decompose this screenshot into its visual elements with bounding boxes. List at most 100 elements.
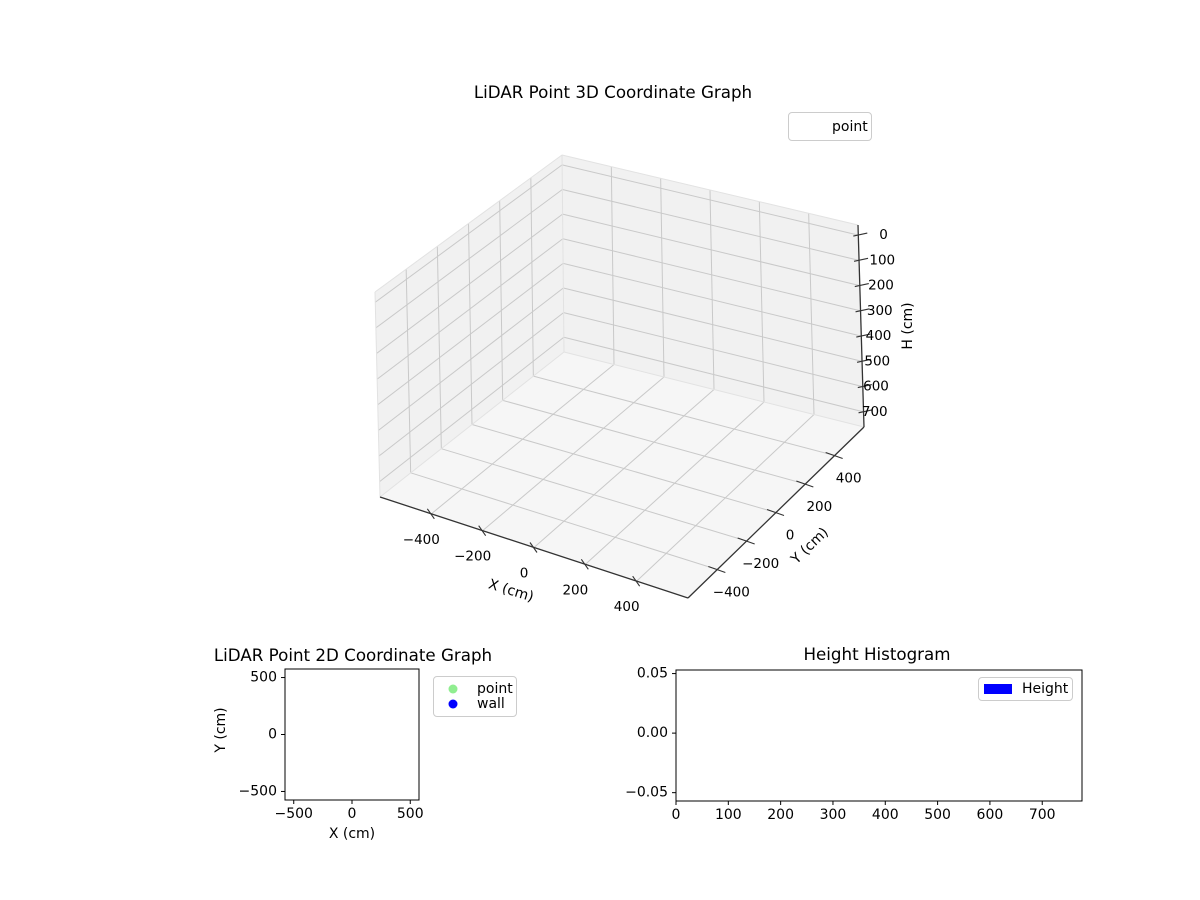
plot3d-grid-line xyxy=(378,287,564,431)
plot3d-z-tick-label: 500 xyxy=(864,353,890,369)
height-patch-icon xyxy=(984,684,1012,694)
plot3d-legend: point xyxy=(788,112,872,141)
plot3d-grid-line xyxy=(379,336,565,483)
legend-handle xyxy=(439,682,467,695)
hist-x-tick-label: 600 xyxy=(977,807,1004,823)
hist-y-tick-label: 0.05 xyxy=(637,666,668,682)
plot3d-z-tick-label: 200 xyxy=(868,278,894,294)
plot3d-grid-line xyxy=(610,166,615,365)
plot3d-z-tick-label: 700 xyxy=(862,404,888,420)
legend-label-wall: wall xyxy=(477,696,505,713)
plot3d-grid-line xyxy=(660,178,665,378)
plot3d-grid-line xyxy=(533,389,715,548)
plot2d-axes-frame xyxy=(284,668,420,801)
legend-handle xyxy=(984,683,1012,696)
plot3d-z-tick-label: 300 xyxy=(867,303,893,319)
plot3d-grid-line xyxy=(561,164,859,236)
plot3d-y-tick-label: −400 xyxy=(713,585,750,601)
plot3d-z-tick xyxy=(857,384,872,389)
plot3d-right-pane xyxy=(562,155,864,427)
plot3d-grid-line xyxy=(808,213,815,415)
plot3d-grid-line xyxy=(563,287,863,362)
plot3d-y-tick xyxy=(708,565,726,574)
plot3d-pane-edge xyxy=(379,351,565,498)
plot3d-z-tick xyxy=(854,283,869,288)
plot3d-z-tick xyxy=(853,257,869,262)
plot3d-z-tick-label: 400 xyxy=(866,328,892,344)
legend-empty-handle xyxy=(794,120,822,133)
plot3d-z-tick xyxy=(855,308,870,313)
plot3d-y-tick-label: 400 xyxy=(836,471,862,487)
plot3d-y-tick xyxy=(737,537,755,545)
plot2d-y-tick-label: 0 xyxy=(268,727,277,743)
plot3d-grid-line xyxy=(499,200,504,401)
hist-legend: Height xyxy=(978,677,1073,701)
plot2d-title: LiDAR Point 2D Coordinate Graph xyxy=(213,645,493,665)
plot3d-z-tick-label: 100 xyxy=(869,252,895,268)
plot3d-title: LiDAR Point 3D Coordinate Graph xyxy=(473,82,753,102)
plot3d-x-tick xyxy=(426,508,435,520)
hist-x-tick-label: 0 xyxy=(672,807,681,823)
plot3d-y-tick-label: 0 xyxy=(786,528,795,544)
plot3d-grid-line xyxy=(374,164,563,303)
plot3d-z-tick xyxy=(853,232,868,237)
plot3d-grid-line xyxy=(562,213,860,287)
plot3d-grid-line xyxy=(562,188,860,261)
plot3d-grid-line xyxy=(376,213,563,354)
legend-item-point: point xyxy=(439,680,513,697)
plot3d-left-pane xyxy=(375,155,564,497)
plot3d-x-tick-label: −400 xyxy=(403,532,440,548)
plot3d-x-tick-label: 0 xyxy=(520,566,529,582)
plot3d-pane-edge xyxy=(561,154,859,226)
plot3d-grid-line xyxy=(562,262,862,337)
plot3d-z-axis-label: H (cm) xyxy=(900,302,916,350)
plot3d-x-tick xyxy=(478,525,487,536)
hist-title: Height Histogram xyxy=(803,644,951,664)
plot3d-grid-line xyxy=(405,269,412,473)
plot3d-grid-line xyxy=(377,262,564,406)
plot3d-y-tick-label: 200 xyxy=(806,499,832,515)
plot3d-y-tick xyxy=(766,508,785,517)
plot3d-grid-line xyxy=(758,201,765,403)
plot2d-x-axis-label: X (cm) xyxy=(328,826,376,842)
plot3d-z-tick-label: 600 xyxy=(863,379,889,395)
legend-label-height: Height xyxy=(1022,681,1069,697)
legend-item-point-3d: point xyxy=(794,118,868,135)
plot3d-y-tick xyxy=(796,480,814,488)
plot3d-z-tick xyxy=(856,333,871,338)
plot3d-grid-line xyxy=(482,376,665,532)
plot3d-grid-line xyxy=(562,238,861,312)
plot3d-grid-line xyxy=(563,312,863,388)
plot2d-y-axis-label: Y (cm) xyxy=(213,707,229,753)
plot3d-grid-line xyxy=(436,246,442,449)
plot3d-grid-line xyxy=(584,401,765,565)
legend-label-point: point xyxy=(477,680,513,697)
wall-marker-icon xyxy=(448,699,458,709)
plot3d-z-tick-label: 0 xyxy=(879,227,888,243)
hist-y-tick-label: 0.00 xyxy=(637,725,668,741)
point-marker-icon xyxy=(448,684,458,694)
plot3d-grid-line xyxy=(636,414,815,582)
hist-x-tick-label: 400 xyxy=(872,807,899,823)
plot3d-pane-edge xyxy=(374,154,563,293)
hist-x-tick-label: 200 xyxy=(767,807,794,823)
plot3d-z-axis-line xyxy=(857,224,865,428)
plot3d-y-tick-label: −200 xyxy=(742,556,779,572)
legend-item-height: Height xyxy=(984,681,1069,697)
plot3d-grid-line xyxy=(378,312,564,457)
hist-x-tick-label: 700 xyxy=(1029,807,1056,823)
plot2d-y-tick-label: 500 xyxy=(250,670,277,686)
hist-x-tick-label: 100 xyxy=(715,807,742,823)
plot2d-y-tick-label: −500 xyxy=(239,783,277,799)
plot3d-x-tick-label: −200 xyxy=(454,549,491,565)
hist-x-tick-label: 500 xyxy=(924,807,951,823)
plot3d-pane-edge xyxy=(563,351,865,428)
plot3d-pane-edge xyxy=(374,291,381,498)
legend-item-wall: wall xyxy=(439,697,511,713)
plot3d-grid-line xyxy=(375,189,563,329)
plot3d-x-tick-label: 400 xyxy=(614,599,640,615)
plot3d-z-tick xyxy=(858,409,873,414)
legend-label-point-3d: point xyxy=(832,118,868,135)
